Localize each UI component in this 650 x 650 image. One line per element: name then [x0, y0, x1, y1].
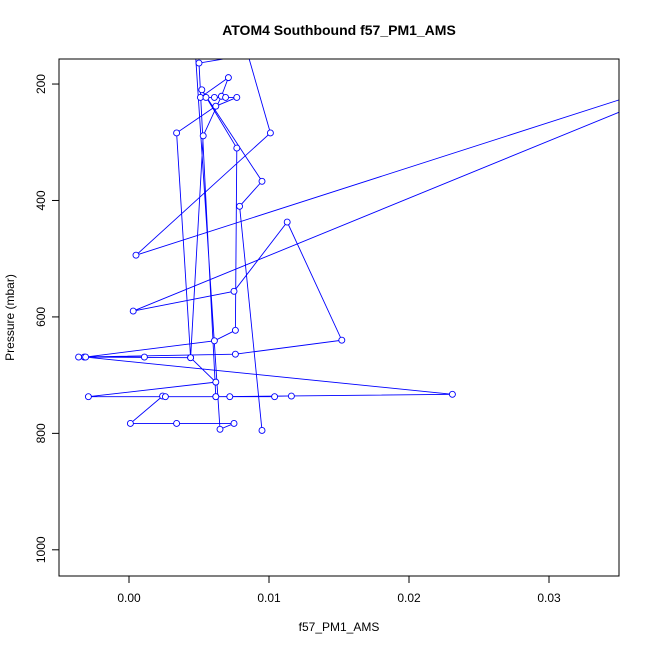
data-point [198, 86, 206, 94]
data-point [173, 129, 181, 137]
data-point [216, 425, 224, 433]
data-point [129, 307, 137, 315]
data-point [448, 390, 456, 398]
data-point [187, 354, 195, 362]
y-tick-label: 800 [34, 423, 48, 443]
data-point [212, 393, 220, 401]
y-tick-label: 400 [34, 190, 48, 210]
x-axis: 0.00 0.01 0.02 0.03 [117, 575, 561, 605]
data-point [233, 93, 241, 101]
data-point [266, 129, 274, 137]
data-point [224, 74, 232, 82]
data-point [126, 420, 134, 427]
data-point [199, 132, 207, 140]
data-point [222, 93, 230, 101]
x-axis-label: f57_PM1_AMS [299, 620, 380, 634]
plot-frame [58, 58, 620, 577]
y-axis: 200 400 600 800 1000 [34, 74, 60, 563]
marker-layer [75, 59, 456, 434]
data-point [82, 353, 90, 361]
data-point [231, 326, 239, 334]
data-point [236, 202, 244, 210]
data-point [231, 350, 239, 358]
y-tick-label: 200 [34, 74, 48, 94]
data-point [230, 287, 238, 295]
y-axis-label: Pressure (mbar) [3, 274, 17, 361]
data-point [258, 177, 266, 185]
x-tick-label: 0.00 [117, 591, 141, 605]
data-point [271, 393, 279, 401]
data-point [195, 59, 203, 67]
data-point [210, 337, 218, 345]
data-point [75, 353, 83, 361]
data-point [202, 93, 210, 101]
data-point [173, 420, 181, 427]
data-point [212, 378, 220, 386]
series-line [78, 59, 619, 431]
data-point [338, 336, 346, 344]
x-tick-label: 0.03 [537, 591, 561, 605]
y-tick-label: 1000 [34, 536, 48, 563]
chart-title: ATOM4 Southbound f57_PM1_AMS [222, 22, 456, 38]
data-point [196, 93, 204, 101]
data-point [132, 251, 140, 259]
data-point [210, 93, 218, 101]
data-point [84, 393, 92, 401]
data-point [212, 102, 220, 110]
data-point [140, 353, 148, 361]
data-point [287, 392, 295, 400]
x-tick-label: 0.02 [397, 591, 421, 605]
series-layer [78, 59, 619, 431]
data-point [258, 426, 266, 434]
data-point [226, 393, 234, 401]
data-point [230, 420, 238, 427]
y-tick-label: 600 [34, 307, 48, 327]
data-point [233, 144, 241, 152]
x-tick-label: 0.01 [257, 591, 281, 605]
data-point [161, 393, 169, 401]
data-point [283, 218, 291, 226]
